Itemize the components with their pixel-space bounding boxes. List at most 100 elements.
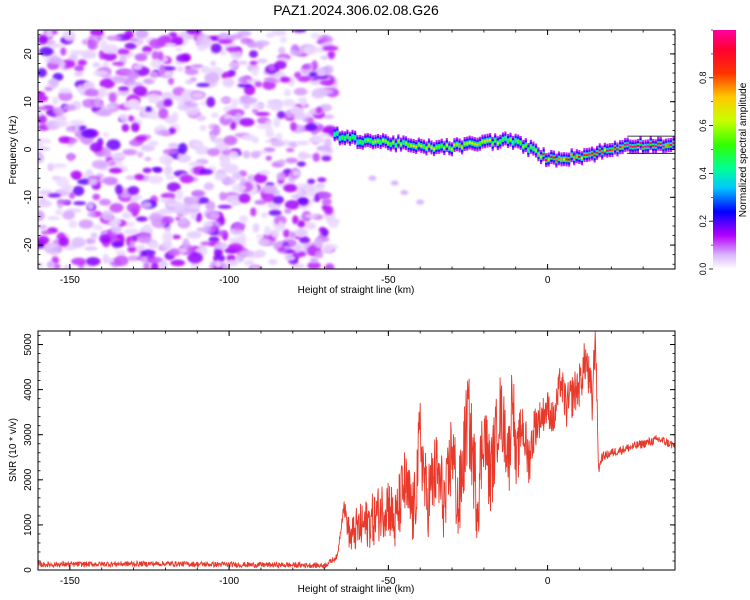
spectrogram-y-axis-label: Frequency (Hz) bbox=[8, 116, 19, 185]
heatmap-signal-cell bbox=[672, 142, 675, 145]
heatmap-signal-cell bbox=[481, 140, 484, 143]
heatmap-signal-cell bbox=[532, 147, 535, 150]
heatmap-noise-blob bbox=[38, 115, 48, 125]
heatmap-signal-cell bbox=[608, 149, 611, 152]
heatmap-noise-blob bbox=[102, 176, 118, 186]
heatmap-signal-cell bbox=[512, 141, 515, 144]
heatmap-noise-blob bbox=[148, 175, 164, 184]
heatmap-noise-blob bbox=[243, 259, 255, 266]
heatmap-signal-cell bbox=[486, 139, 489, 142]
heatmap-noise-blob bbox=[293, 244, 301, 254]
heatmap-signal-cell bbox=[443, 147, 446, 150]
heatmap-noise-blob bbox=[127, 255, 140, 262]
heatmap-noise-blob bbox=[52, 106, 65, 116]
heatmap-noise-blob bbox=[188, 161, 204, 167]
heatmap-noise-blob bbox=[38, 35, 48, 45]
heatmap-noise-blob bbox=[268, 209, 282, 216]
heatmap-noise-blob bbox=[90, 232, 98, 240]
heatmap-noise-blob bbox=[220, 97, 232, 104]
heatmap-noise-blob bbox=[255, 234, 265, 239]
heatmap-noise-blob bbox=[149, 38, 164, 49]
heatmap-noise-blob bbox=[303, 184, 315, 193]
heatmap-noise-blob bbox=[115, 249, 126, 256]
heatmap-noise-blob bbox=[207, 148, 220, 157]
heatmap-noise-blob bbox=[140, 201, 152, 209]
heatmap-noise-blob bbox=[158, 108, 169, 119]
heatmap-noise-blob bbox=[177, 104, 189, 111]
x-tick-label: 0 bbox=[545, 576, 551, 587]
heatmap-signal-cell bbox=[621, 146, 624, 149]
heatmap-signal-cell bbox=[364, 139, 367, 142]
heatmap-noise-blob bbox=[143, 261, 150, 269]
heatmap-noise-blob bbox=[40, 230, 52, 235]
heatmap-noise-blob bbox=[92, 193, 101, 201]
heatmap-noise-blob bbox=[89, 142, 103, 152]
heatmap-noise-blob bbox=[299, 236, 311, 244]
heatmap-noise-blob bbox=[160, 216, 174, 225]
heatmap-noise-blob bbox=[47, 193, 61, 198]
heatmap-noise-blob bbox=[183, 196, 193, 204]
heatmap-noise-blob bbox=[329, 83, 338, 90]
heatmap-signal-cell bbox=[402, 141, 405, 144]
heatmap-noise-blob bbox=[321, 244, 335, 254]
figure-title: PAZ1.2024.306.02.08.G26 bbox=[273, 2, 439, 18]
heatmap-noise-blob bbox=[170, 259, 186, 267]
y-tick-label: -20 bbox=[23, 237, 34, 252]
heatmap-noise-blob bbox=[39, 46, 54, 56]
heatmap-signal-cell bbox=[445, 144, 448, 147]
heatmap-noise-blob bbox=[85, 88, 99, 97]
heatmap-noise-blob bbox=[210, 60, 217, 67]
heatmap-signal-cell bbox=[580, 157, 583, 160]
heatmap-noise-blob bbox=[270, 229, 280, 238]
heatmap-signal-cell bbox=[468, 141, 471, 144]
heatmap-noise-blob bbox=[69, 49, 85, 56]
heatmap-noise-blob bbox=[297, 97, 306, 104]
heatmap-noise-blob bbox=[58, 236, 70, 247]
heatmap-noise-blob bbox=[265, 155, 272, 161]
heatmap-noise-blob bbox=[305, 222, 317, 230]
heatmap-noise-blob bbox=[111, 75, 127, 84]
heatmap-noise-blob bbox=[314, 75, 329, 80]
heatmap-noise-blob bbox=[38, 224, 48, 230]
heatmap-noise-blob bbox=[208, 212, 220, 220]
heatmap-noise-blob bbox=[197, 197, 210, 204]
heatmap-signal-cell bbox=[583, 154, 586, 157]
heatmap-noise-blob bbox=[285, 157, 299, 164]
heatmap-noise-blob bbox=[178, 142, 188, 154]
heatmap-noise-blob bbox=[178, 247, 188, 254]
heatmap-noise-blob bbox=[38, 106, 47, 111]
heatmap-signal-cell bbox=[501, 138, 504, 141]
heatmap-noise-blob bbox=[151, 50, 159, 61]
heatmap-noise-blob bbox=[173, 95, 182, 101]
heatmap-signal-cell bbox=[333, 133, 336, 136]
heatmap-noise-blob bbox=[212, 124, 221, 136]
heatmap-signal-cell bbox=[601, 151, 604, 154]
heatmap-noise-blob bbox=[317, 192, 332, 199]
heatmap-noise-blob bbox=[61, 184, 74, 193]
heatmap-noise-blob bbox=[168, 127, 176, 135]
heatmap-scatter-blob bbox=[390, 180, 399, 186]
heatmap-signal-cell bbox=[359, 140, 362, 143]
heatmap-noise-blob bbox=[124, 228, 140, 235]
heatmap-noise-blob bbox=[324, 263, 335, 269]
snr-x-axis-label: Height of straight line (km) bbox=[298, 584, 415, 595]
heatmap-noise-blob bbox=[182, 238, 190, 250]
heatmap-noise-blob bbox=[321, 155, 332, 162]
heatmap-noise-blob bbox=[298, 153, 314, 158]
heatmap-noise-blob bbox=[277, 221, 285, 230]
heatmap-signal-cell bbox=[649, 142, 652, 145]
heatmap-signal-cell bbox=[356, 141, 359, 144]
heatmap-noise-blob bbox=[108, 92, 117, 103]
heatmap-noise-blob bbox=[192, 140, 204, 148]
heatmap-noise-blob bbox=[226, 47, 242, 52]
heatmap-signal-cell bbox=[499, 140, 502, 143]
heatmap-noise-blob bbox=[279, 36, 288, 44]
y-tick-label: 1000 bbox=[23, 513, 34, 536]
heatmap-noise-blob bbox=[164, 42, 177, 47]
heatmap-noise-blob bbox=[322, 45, 339, 51]
heatmap-noise-blob bbox=[119, 113, 129, 123]
heatmap-noise-blob bbox=[87, 211, 97, 218]
heatmap-noise-blob bbox=[297, 75, 311, 83]
heatmap-noise-blob bbox=[327, 50, 336, 60]
heatmap-noise-blob bbox=[309, 71, 318, 78]
